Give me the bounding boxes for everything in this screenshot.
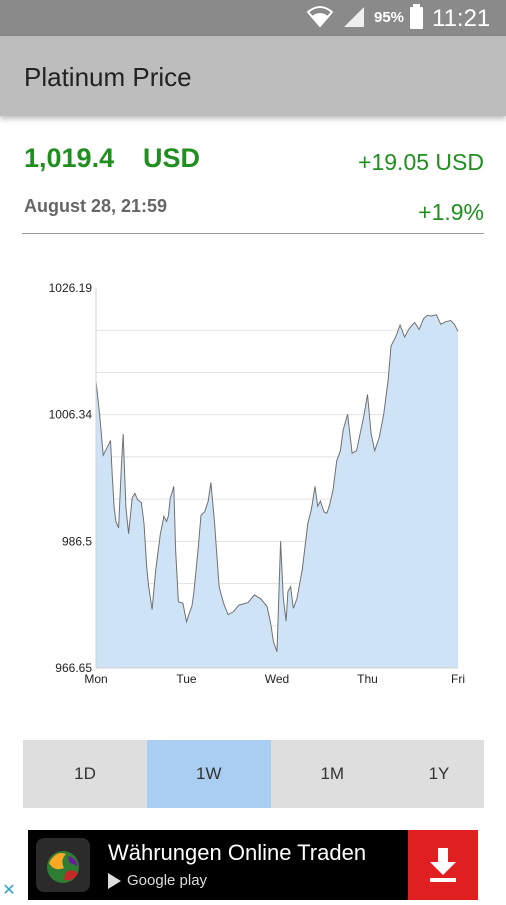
- period-tab-1w[interactable]: 1W: [147, 740, 271, 808]
- ad-store-text: Google play: [127, 872, 208, 889]
- chart-y-tick-label: 1006.34: [49, 408, 93, 422]
- ad-banner[interactable]: Währungen Online Traden Google play: [28, 830, 478, 900]
- chart-x-tick-label: Thu: [357, 672, 378, 686]
- chart-series-line: [95, 314, 459, 652]
- battery-icon: [410, 4, 423, 29]
- wifi-icon: [306, 6, 334, 28]
- period-tab-1d[interactable]: 1D: [74, 764, 96, 783]
- signal-icon: [344, 7, 364, 27]
- ad-app-icon: [36, 838, 90, 892]
- price-value: 1,019.4: [24, 143, 115, 173]
- app-bar: Platinum Price: [0, 36, 506, 116]
- google-play-icon: [108, 873, 121, 890]
- ad-close-icon[interactable]: ✕: [2, 882, 16, 899]
- download-icon: [430, 848, 456, 882]
- period-tab-1y[interactable]: 1Y: [428, 764, 450, 783]
- price-currency: USD: [143, 143, 201, 173]
- chart-y-tick-label: 986.5: [62, 534, 92, 548]
- ad-title: Währungen Online Traden: [108, 840, 367, 865]
- quote-timestamp: August 28, 21:59: [24, 196, 168, 216]
- price-change-absolute: +19.05 USD: [358, 149, 484, 175]
- chart-x-tick-label: Mon: [84, 672, 107, 686]
- chart-x-tick-label: Fri: [451, 672, 465, 686]
- period-tab-1m[interactable]: 1M: [320, 764, 345, 783]
- clock: 11:21: [432, 5, 491, 32]
- ad-download-button[interactable]: [408, 830, 478, 900]
- chart-y-tick-label: 966.65: [55, 661, 92, 675]
- chart-x-tick-label: Wed: [265, 672, 289, 686]
- price-change-percent: +1.9%: [418, 199, 484, 225]
- chart-area-fill: [96, 314, 458, 668]
- period-selector: 1D 1W 1M 1Y: [23, 740, 484, 808]
- chart-y-tick-label: 1026.19: [49, 281, 93, 295]
- status-bar: 95% 11:21: [0, 0, 506, 36]
- page-title: Platinum Price: [24, 62, 192, 92]
- battery-percent: 95%: [374, 9, 405, 26]
- divider: [22, 233, 484, 234]
- chart-x-tick-label: Tue: [176, 672, 197, 686]
- ad-store-label: Google play: [108, 872, 208, 890]
